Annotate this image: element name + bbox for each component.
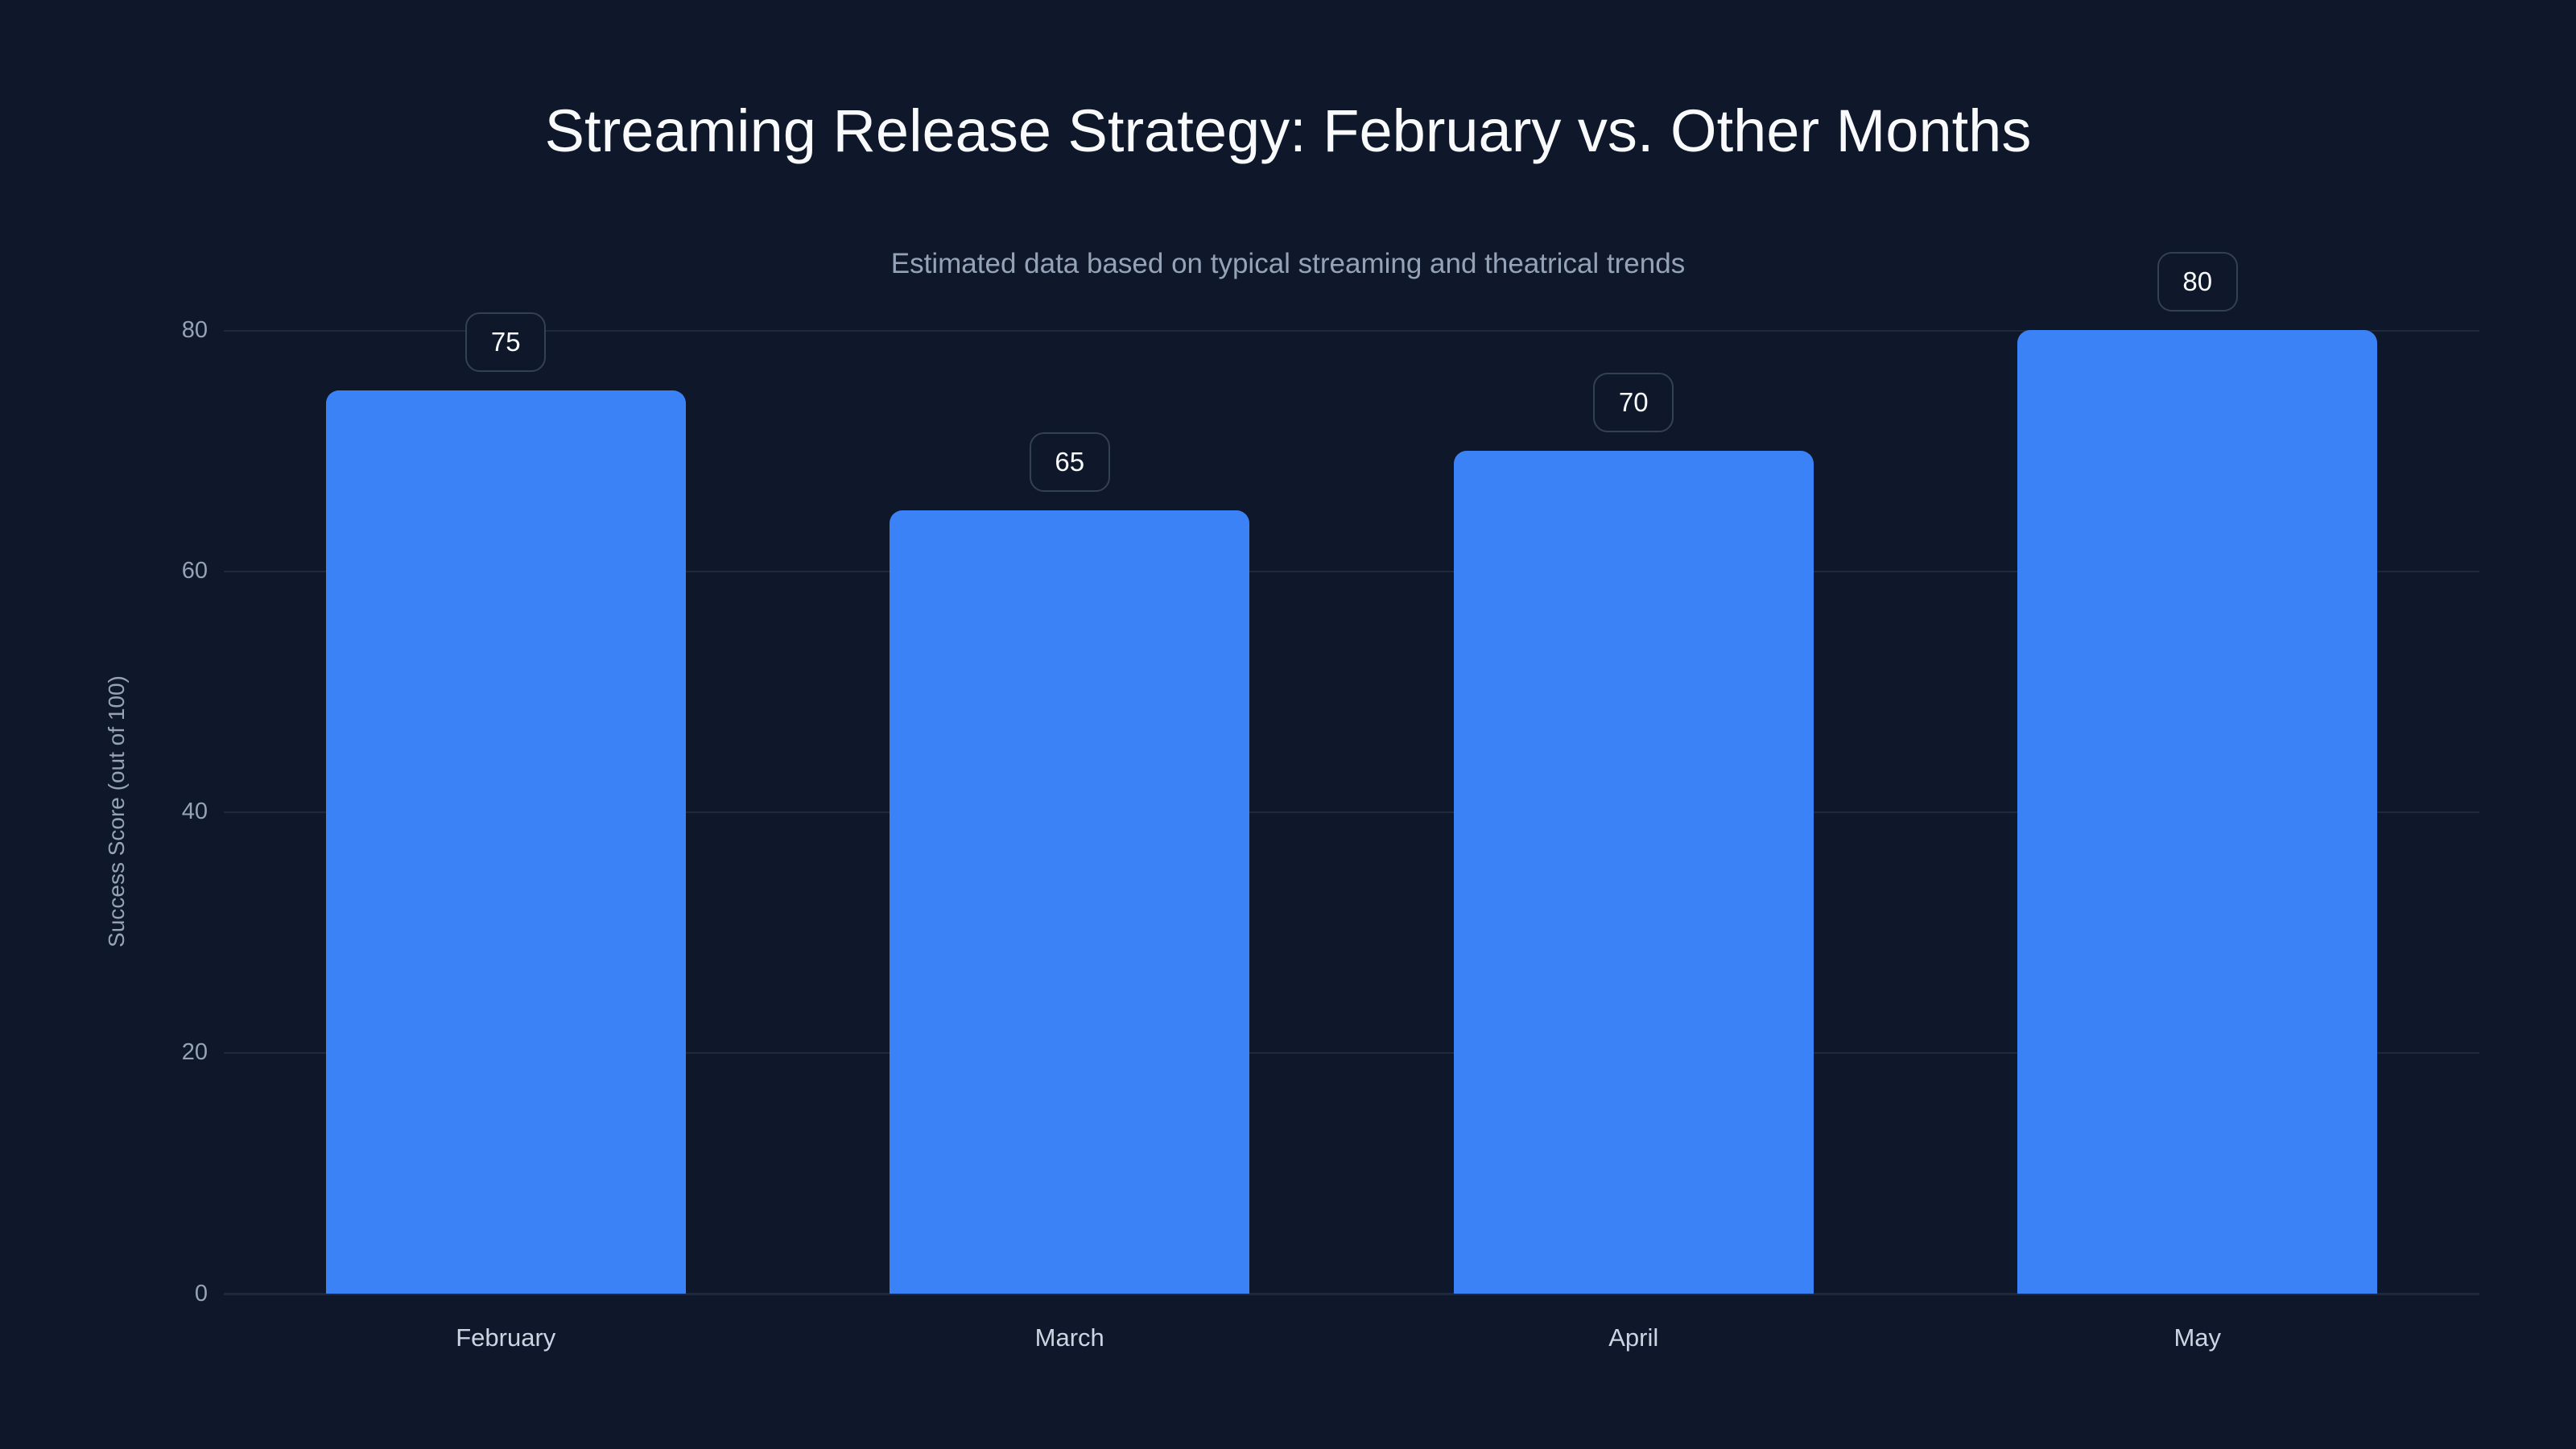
value-label-march: 65: [1029, 432, 1110, 493]
x-tick-may: May: [2174, 1323, 2222, 1352]
x-tick-april: April: [1608, 1323, 1659, 1352]
y-tick-40: 40: [181, 799, 208, 824]
bar-may[interactable]: [2017, 330, 2378, 1294]
gridline-40: [224, 811, 2479, 813]
plot-area: 80 60 40 20 0: [182, 317, 2479, 1307]
value-label-may: 80: [2157, 252, 2238, 312]
gridline-20: [224, 1052, 2479, 1054]
x-tick-march: March: [1034, 1323, 1104, 1352]
bar-april[interactable]: [1453, 450, 1814, 1294]
value-label-february: 75: [465, 312, 547, 372]
chart-title: Streaming Release Strategy: February vs.…: [544, 97, 2032, 164]
gridline-60: [224, 571, 2479, 572]
bar-march[interactable]: [890, 510, 1250, 1294]
x-axis-line: [224, 1293, 2479, 1295]
y-tick-80: 80: [181, 317, 208, 343]
value-label-april: 70: [1593, 372, 1674, 432]
y-tick-60: 60: [181, 558, 208, 584]
x-tick-february: February: [456, 1323, 556, 1352]
y-tick-20: 20: [181, 1039, 208, 1065]
chart-subtitle: Estimated data based on typical streamin…: [890, 248, 1686, 279]
bar-february[interactable]: [325, 390, 686, 1294]
gridline-80: [224, 330, 2479, 332]
y-tick-0: 0: [194, 1281, 208, 1307]
